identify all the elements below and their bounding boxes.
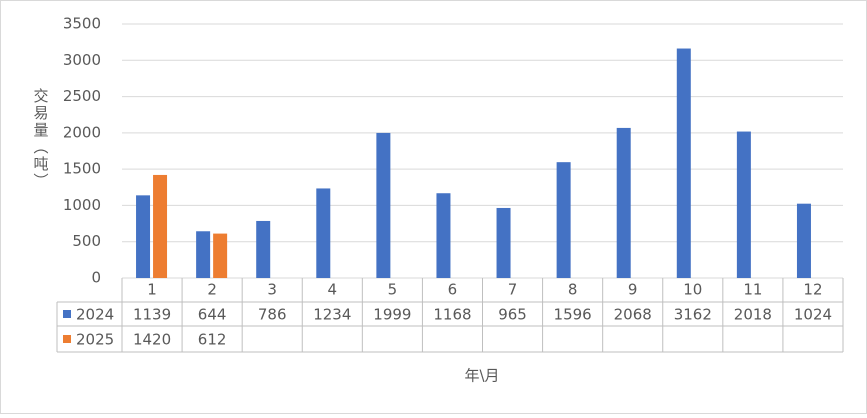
x-tick-label: 7 (508, 281, 518, 299)
table-value: 612 (198, 331, 227, 349)
table-value: 2068 (614, 306, 652, 324)
table-value: 1024 (794, 306, 832, 324)
bar (436, 193, 451, 278)
x-tick-label: 9 (628, 281, 638, 299)
y-tick-label: 1000 (63, 196, 101, 214)
bar (196, 231, 211, 278)
table-value: 1234 (313, 306, 351, 324)
bar (136, 195, 151, 278)
bar (316, 188, 331, 278)
legend-swatch (63, 335, 71, 343)
y-tick-label: 3000 (63, 51, 101, 69)
table-value: 786 (258, 306, 287, 324)
y-tick-label: 2000 (63, 123, 101, 141)
x-tick-label: 5 (388, 281, 398, 299)
x-tick-label: 4 (328, 281, 338, 299)
bar (796, 203, 811, 278)
table-value: 965 (498, 306, 527, 324)
bar (496, 207, 511, 278)
table-value: 3162 (674, 306, 712, 324)
bar (213, 233, 228, 278)
y-tick-label: 2500 (63, 87, 101, 105)
table-value: 1168 (433, 306, 471, 324)
table-value: 1139 (133, 306, 171, 324)
x-axis-label: 年\月 (464, 367, 499, 385)
bar (556, 162, 571, 278)
bar (676, 48, 691, 278)
bar (736, 131, 751, 278)
x-tick-label: 10 (683, 281, 702, 299)
table-value: 1420 (133, 331, 171, 349)
table-value: 644 (198, 306, 227, 324)
x-tick-label: 12 (803, 281, 822, 299)
y-axis-label: 交易量（吨） (32, 87, 50, 190)
bar (153, 174, 168, 278)
y-tick-label: 0 (91, 269, 101, 287)
table-value: 1999 (373, 306, 411, 324)
bar (256, 220, 271, 278)
x-tick-label: 8 (568, 281, 578, 299)
table-value: 2018 (734, 306, 772, 324)
legend-label: 2024 (76, 306, 114, 324)
legend-label: 2025 (76, 331, 114, 349)
x-tick-label: 11 (743, 281, 762, 299)
table-value: 1596 (554, 306, 592, 324)
x-tick-label: 2 (207, 281, 217, 299)
x-tick-label: 6 (448, 281, 458, 299)
bar (376, 132, 391, 278)
y-tick-label: 1500 (63, 160, 101, 178)
bar (616, 127, 631, 278)
x-tick-label: 3 (267, 281, 277, 299)
y-tick-label: 500 (72, 232, 101, 250)
legend-swatch (63, 310, 71, 318)
x-tick-label: 1 (147, 281, 157, 299)
y-tick-label: 3500 (63, 15, 101, 33)
